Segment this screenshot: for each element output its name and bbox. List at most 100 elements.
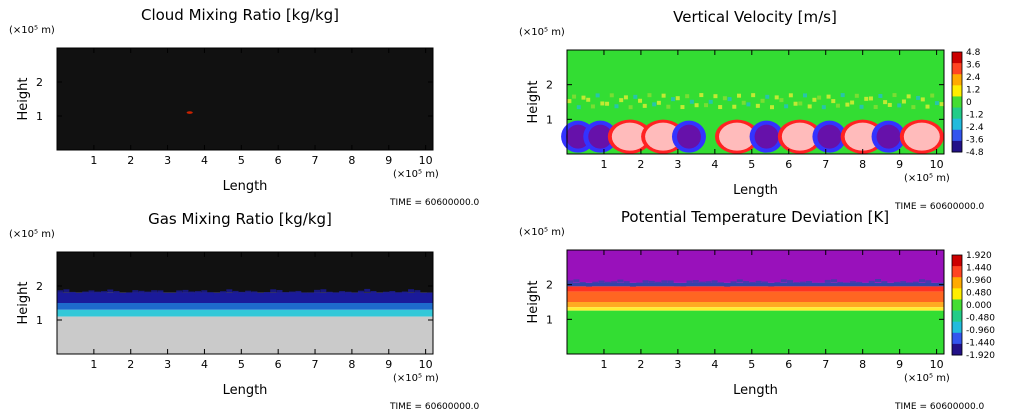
colorbar-label: -0.960 [966, 326, 995, 336]
x-unit-label: (×10⁵ m) [393, 169, 439, 180]
plot-frame [566, 249, 945, 355]
field-texture [314, 289, 321, 293]
x-tick-label: 6 [785, 358, 792, 371]
field-texture [881, 281, 888, 285]
colorbar-swatch [952, 321, 962, 334]
velocity-texture [911, 105, 916, 110]
velocity-texture [586, 97, 591, 102]
field-texture [301, 292, 308, 296]
x-tick-label: 5 [748, 358, 755, 371]
x-tick-label: 9 [385, 358, 392, 371]
field-texture [107, 289, 114, 293]
field-texture [887, 283, 894, 287]
field-texture [768, 283, 775, 287]
field-texture [875, 279, 882, 283]
velocity-texture [605, 101, 610, 106]
velocity-texture [916, 95, 921, 100]
field-texture [919, 279, 926, 283]
field-texture [761, 281, 768, 285]
colorbar-swatch [952, 255, 962, 267]
colorbar-label: 0.960 [966, 276, 992, 286]
field-texture [126, 292, 133, 296]
downdraft-core-2 [588, 124, 613, 149]
field-texture [119, 293, 126, 297]
x-tick-label: 10 [930, 358, 944, 371]
velocity-texture [675, 96, 680, 101]
field-texture [370, 291, 377, 295]
velocity-texture [802, 93, 807, 98]
field-texture [88, 290, 95, 294]
velocity-texture [581, 95, 586, 100]
colorbar-swatch [952, 277, 962, 289]
downdraft-core-7 [754, 124, 779, 149]
field-texture [655, 281, 662, 285]
velocity-texture [788, 93, 793, 98]
field-texture [705, 281, 712, 285]
field-texture [736, 279, 743, 283]
x-tick-label: 2 [127, 154, 134, 167]
velocity-texture [600, 101, 605, 106]
colorbar-swatch [952, 310, 962, 323]
field-texture [251, 291, 258, 295]
field-texture [755, 280, 762, 284]
velocity-texture [595, 93, 600, 98]
velocity-texture [638, 98, 643, 103]
velocity-texture [854, 93, 859, 98]
time-label: TIME = 60600000.0 [389, 198, 480, 208]
chart-title: Vertical Velocity [m/s] [673, 8, 837, 26]
plot-frame [56, 251, 434, 355]
field-texture [774, 282, 781, 286]
velocity-texture [925, 104, 930, 109]
field-texture [201, 290, 208, 294]
field-texture [245, 290, 252, 294]
velocity-texture [619, 98, 624, 103]
velocity-texture [652, 102, 657, 107]
field-texture [169, 293, 176, 297]
velocity-texture [864, 96, 869, 101]
field-layer-2 [567, 282, 944, 287]
y-tick-label: 1 [36, 110, 43, 123]
colorbar-label: 2.4 [966, 73, 981, 83]
y-tick-label: 1 [546, 113, 553, 126]
x-tick-label: 1 [600, 158, 607, 171]
updraft-core-6 [719, 122, 756, 151]
y-tick-label: 2 [546, 279, 553, 292]
field-texture [862, 282, 869, 286]
y-unit-label: (×10⁵ m) [519, 27, 565, 38]
x-tick-label: 3 [674, 358, 681, 371]
x-tick-label: 1 [600, 358, 607, 371]
field-texture [213, 293, 220, 297]
x-tick-label: 8 [859, 358, 866, 371]
field-texture [611, 281, 618, 285]
velocity-texture [647, 93, 652, 98]
time-label: TIME = 60600000.0 [894, 402, 985, 412]
velocity-texture [732, 104, 737, 109]
x-tick-label: 8 [859, 158, 866, 171]
colorbar-label: -3.6 [966, 136, 984, 146]
field-texture [680, 283, 687, 287]
x-tick-label: 8 [348, 358, 355, 371]
field-texture [395, 292, 402, 296]
colorbar-label: -4.8 [966, 148, 984, 158]
velocity-texture [623, 95, 628, 100]
velocity-texture [704, 103, 709, 108]
colorbar-swatch [952, 140, 962, 153]
x-tick-label: 5 [748, 158, 755, 171]
colorbar-label: 0.000 [966, 301, 992, 311]
velocity-texture [920, 97, 925, 102]
colorbar-label: -1.920 [966, 351, 995, 361]
downdraft-core-5 [676, 124, 701, 149]
velocity-texture [868, 96, 873, 101]
x-axis-label: Length [733, 183, 778, 198]
x-tick-label: 9 [385, 154, 392, 167]
x-axis-label: Length [733, 383, 778, 398]
velocity-texture [779, 98, 784, 103]
velocity-texture [576, 105, 581, 110]
field-texture [276, 290, 283, 294]
field-texture [57, 290, 64, 294]
x-tick-label: 10 [419, 358, 433, 371]
field-texture [604, 281, 611, 285]
field-texture [780, 279, 787, 283]
velocity-texture [741, 100, 746, 105]
field-texture [389, 291, 396, 295]
